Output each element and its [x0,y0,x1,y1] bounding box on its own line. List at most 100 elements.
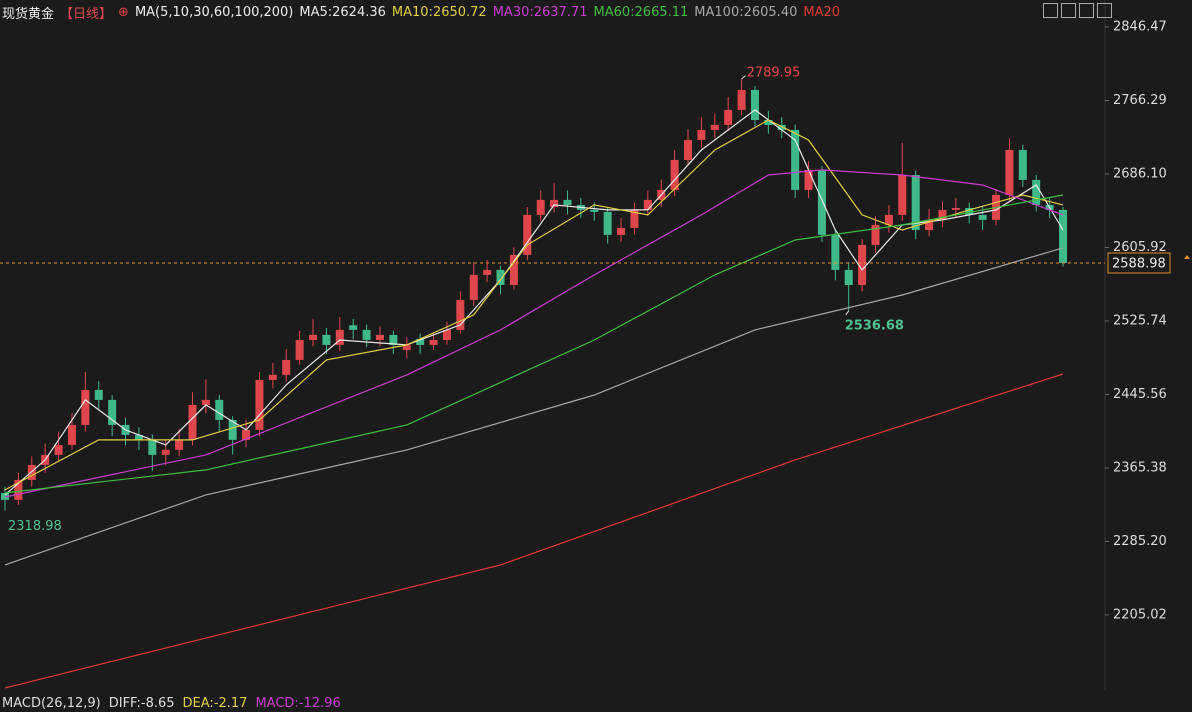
tool-button[interactable] [1097,3,1112,18]
candle-body [456,299,465,330]
candle-body [362,329,371,340]
y-tick-label: 2445.56 [1113,387,1167,402]
candle-body [429,339,438,345]
candle-body [14,479,23,500]
macd-row: MACD(26,12,9) DIFF:-8.65 DEA:-2.17 MACD:… [2,696,341,711]
candle-body [684,139,693,160]
candle-body [54,444,63,455]
candle-body [228,419,237,440]
candle-body [817,169,826,235]
ma-line [4,109,1064,496]
candle-body [938,209,947,220]
candle-body [630,209,639,228]
candle-body [898,174,907,215]
candle-body [603,211,612,235]
candle-body [161,449,170,455]
candle-body [951,207,960,210]
y-tick-label: 2525.74 [1113,313,1167,328]
instrument-title: 现货黄金 [2,6,55,22]
y-tick-label: 2365.38 [1113,460,1167,475]
candle-body [282,359,291,375]
ma-line [4,119,1064,491]
candle-body [81,389,90,425]
candle-body [188,404,197,440]
candle-body [791,129,800,190]
candle-body [724,109,733,125]
candle-body [670,159,679,190]
candle-body [309,334,318,340]
candle-body [375,334,384,340]
candle-body [215,399,224,420]
last-price-box [1107,252,1171,274]
y-tick-label: 2686.10 [1113,166,1167,181]
candle-body [523,214,532,255]
candle-body [550,199,559,208]
y-tick-label: 2605.92 [1113,240,1167,255]
candle-body [536,199,545,215]
add-icon[interactable]: ⊕ [118,4,129,20]
candle-body [509,254,518,285]
candle-body [925,219,934,230]
candle-body [804,169,813,190]
candle-body [777,124,786,130]
candle-body [148,439,157,455]
candle-body [295,339,304,360]
candle-body [871,224,880,245]
last-price-arrow [1184,254,1190,259]
candle-body [844,269,853,285]
ma-line [4,194,1064,494]
candle-body [831,234,840,270]
legend-entry: MA20 [803,4,841,20]
low-pointer [845,310,850,316]
macd-dea: DEA:-2.17 [182,696,248,711]
candle-body [911,174,920,230]
tool-button[interactable] [1061,3,1076,18]
candle-body [1018,149,1027,180]
candle-body [710,124,719,130]
candle-body [255,379,264,430]
legend-entry: MA30:2637.71 [492,4,588,20]
ma-line [4,169,1064,498]
candle-body [201,399,210,405]
macd-label: MACD(26,12,9) [2,696,101,711]
high-label: 2789.95 [747,65,801,80]
candle-body [67,424,76,445]
candle-body [764,119,773,125]
candle-body [1005,149,1014,195]
last-price-label: 2588.98 [1112,256,1166,271]
indicator[interactable]: MA(5,10,30,60,100,200) [134,4,294,20]
candle-body [1059,209,1067,263]
legend-entry: MA5:2624.36 [299,4,386,20]
y-tick-label: 2285.20 [1113,534,1167,549]
candle-body [697,129,706,140]
candle-body [242,429,251,440]
candle-body [750,89,759,120]
period[interactable]: 【日线】 [60,6,113,22]
tool-button[interactable] [1043,3,1058,18]
y-tick-label: 2205.02 [1113,607,1167,622]
macd-value: MACD:-12.96 [255,696,341,711]
legend: 现货黄金 【日线】 ⊕ MA(5,10,30,60,100,200) MA5:2… [2,2,840,22]
candle-body [322,334,331,345]
candle-body [27,464,36,480]
candle-body [1032,179,1041,205]
y-tick-label: 2766.29 [1113,93,1167,108]
candle-body [590,209,599,212]
tool-button[interactable] [1079,3,1094,18]
y-tick-label: 2846.47 [1113,19,1167,34]
candle-body [416,339,425,345]
candle-body [737,89,746,110]
candle-body [965,207,974,215]
candle-body [884,214,893,225]
low-label: 2536.68 [845,318,904,333]
candle-body [402,344,411,351]
ma-line [4,247,1064,566]
candle-body [978,214,987,220]
candle-body [496,269,505,285]
candle-body [442,329,451,340]
candle-body [643,199,652,210]
macd-diff: DIFF:-8.65 [108,696,175,711]
candle-body [268,374,277,380]
legend-entry: MA100:2605.40 [694,4,798,20]
